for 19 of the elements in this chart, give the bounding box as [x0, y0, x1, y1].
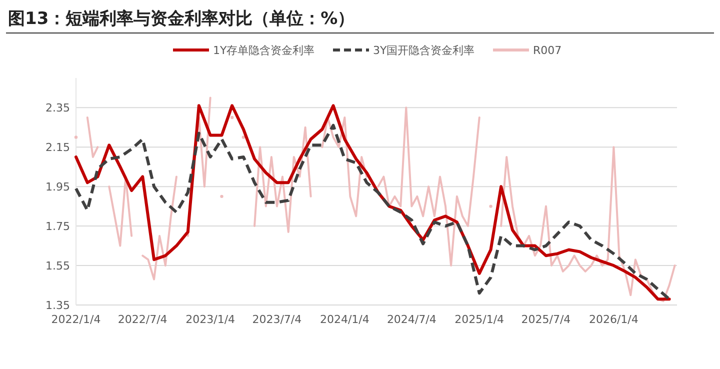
y-tick-label: 2.35 [46, 102, 70, 115]
x-tick-label: 2024/7/4 [386, 313, 436, 326]
legend-label: R007 [533, 44, 562, 57]
y-tick-label: 2.15 [46, 141, 70, 154]
legend-label: 3Y国开隐含资金利率 [373, 44, 475, 57]
chart-title: 图13：短端利率与资金利率对比（单位：%） [8, 9, 355, 29]
y-tick-label: 1.55 [46, 260, 70, 273]
x-tick-label: 2022/1/4 [51, 313, 101, 326]
x-tick-label: 2026/1/4 [588, 313, 638, 326]
x-tick-label: 2025/1/4 [454, 313, 504, 326]
x-tick-label: 2022/7/4 [118, 313, 168, 326]
y-tick-label: 1.75 [46, 220, 70, 234]
y-tick-label: 1.95 [46, 180, 70, 194]
x-tick-label: 2023/7/4 [252, 313, 302, 326]
legend-label: 1Y存单隐含资金利率 [213, 44, 315, 57]
y-tick-label: 1.35 [46, 299, 70, 312]
x-tick-label: 2023/1/4 [186, 313, 236, 326]
x-tick-label: 2025/7/4 [521, 313, 571, 326]
x-tick-label: 2024/1/4 [320, 313, 370, 326]
